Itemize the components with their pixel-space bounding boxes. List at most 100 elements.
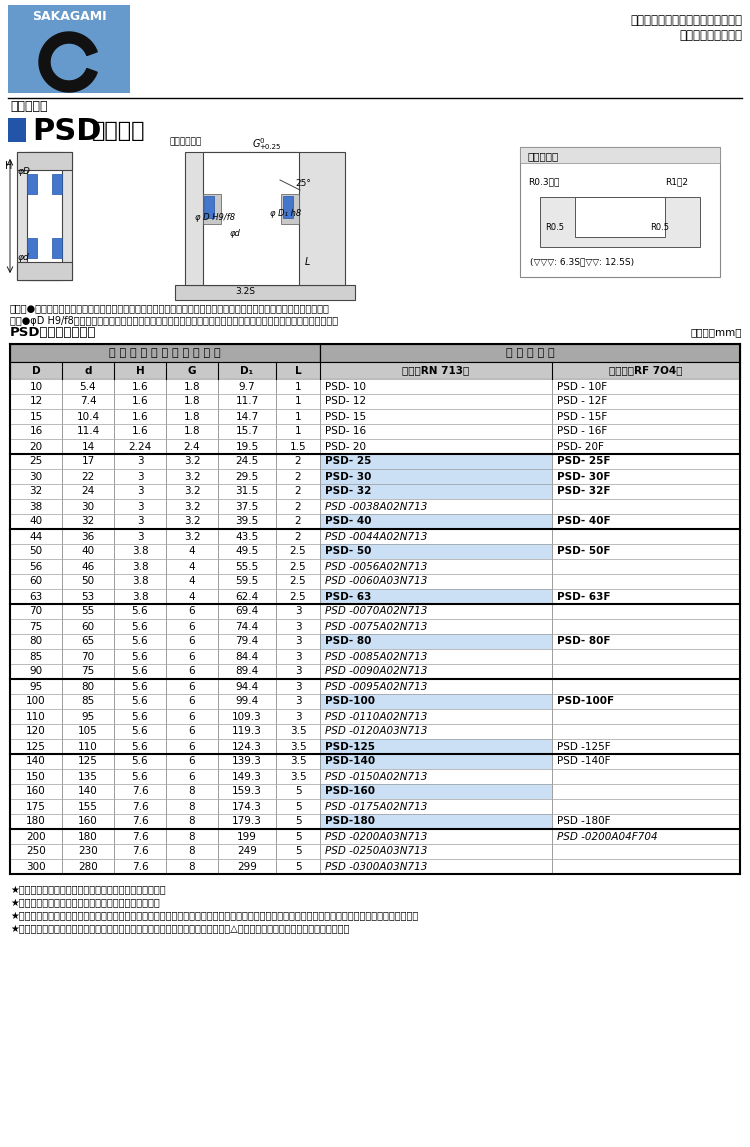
Bar [320,379,552,395]
Bar [114,469,166,484]
Text: 25°: 25° [295,179,310,188]
Bar [114,514,166,529]
Bar [552,409,740,424]
Text: PSD -0090A02N713: PSD -0090A02N713 [325,666,428,677]
Bar [276,649,320,664]
Bar [10,409,62,424]
Bar [114,604,166,619]
Text: 39.5: 39.5 [236,516,259,526]
Text: 55.5: 55.5 [236,562,259,571]
Bar [320,574,552,590]
Bar [552,664,740,679]
Text: 5.6: 5.6 [132,741,148,751]
Text: R0.5: R0.5 [650,223,669,232]
Text: 15.7: 15.7 [236,427,259,437]
Bar [320,454,552,469]
Bar [552,844,740,859]
Bar [552,709,740,724]
Text: PSD - 10F: PSD - 10F [557,382,608,391]
Bar [166,559,218,574]
Bar [10,362,740,379]
Text: 1: 1 [295,397,302,406]
Text: 84.4: 84.4 [236,651,259,662]
Text: 53: 53 [81,592,94,601]
Bar [62,499,114,514]
Bar [114,409,166,424]
Text: 5.6: 5.6 [132,666,148,677]
Bar [276,559,320,574]
Bar [552,544,740,559]
Bar [166,799,218,814]
Bar [540,197,700,247]
Text: 5: 5 [295,832,302,842]
Bar [10,424,62,439]
Bar [166,484,218,499]
Bar [218,574,276,590]
Bar [218,469,276,484]
Text: ★パッキンは保管に適するよう包装されています。取扱い・保管方法については（△ご注意　巻頭ページ）をご参照ください。: ★パッキンは保管に適するよう包装されています。取扱い・保管方法については（△ご注… [10,924,350,934]
Text: PSD-180: PSD-180 [325,817,375,827]
Text: 80: 80 [82,681,94,692]
Bar [552,634,740,649]
Bar [114,424,166,439]
Text: 14.7: 14.7 [236,412,259,421]
Bar [114,679,166,694]
Text: 3.5: 3.5 [290,741,306,751]
Bar [520,147,720,163]
Text: PSD- 80F: PSD- 80F [557,637,610,647]
Bar [320,634,552,649]
Text: 199: 199 [237,832,257,842]
Bar [166,454,218,469]
Bar [276,679,320,694]
Text: 3: 3 [295,696,302,707]
Bar [276,424,320,439]
Bar [552,529,740,544]
Bar [320,709,552,724]
Bar [218,724,276,739]
Text: 79.4: 79.4 [236,637,259,647]
Bar [276,529,320,544]
Bar [276,484,320,499]
Bar [276,754,320,768]
Text: PSD- 10: PSD- 10 [325,382,366,391]
Text: 32: 32 [29,486,43,497]
Text: 44: 44 [29,531,43,541]
Text: PSD- 50F: PSD- 50F [557,546,610,556]
Bar [320,499,552,514]
Bar [166,829,218,844]
Text: 3: 3 [136,531,143,541]
Bar [320,469,552,484]
Text: 70: 70 [29,607,43,616]
Text: 40: 40 [29,516,43,526]
Bar [10,785,62,799]
Bar [10,590,740,604]
Bar [166,395,218,409]
Bar [218,768,276,785]
Text: 110: 110 [78,741,98,751]
Bar [166,694,218,709]
Text: 59.5: 59.5 [236,577,259,586]
Bar [320,785,552,799]
Text: 105: 105 [78,726,98,736]
Bar [320,724,552,739]
Bar [114,724,166,739]
Text: L: L [295,366,302,375]
Text: 4: 4 [189,562,195,571]
Bar [166,634,218,649]
Bar [166,469,218,484]
Text: 3.5: 3.5 [290,757,306,766]
Text: 2.5: 2.5 [290,577,306,586]
Text: PSD-140: PSD-140 [325,757,375,766]
Bar [166,739,218,754]
Text: PSD -0200A03N713: PSD -0200A03N713 [325,832,428,842]
Text: 3.2: 3.2 [184,471,200,482]
Text: 6: 6 [189,741,195,751]
Bar [62,679,114,694]
Bar [276,514,320,529]
Bar [10,829,740,844]
Text: 179.3: 179.3 [232,817,262,827]
Bar [552,829,740,844]
Text: 160: 160 [26,787,46,796]
Text: 3: 3 [295,666,302,677]
Text: 3: 3 [295,637,302,647]
